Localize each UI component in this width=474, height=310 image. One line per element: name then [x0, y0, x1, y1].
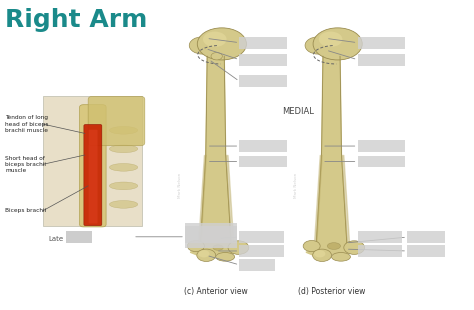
Circle shape [187, 241, 204, 252]
Circle shape [305, 37, 331, 54]
Ellipse shape [109, 201, 138, 208]
FancyBboxPatch shape [185, 223, 237, 243]
Polygon shape [306, 249, 362, 255]
Ellipse shape [109, 145, 138, 153]
Text: MEDIAL: MEDIAL [283, 107, 314, 116]
Circle shape [313, 28, 362, 60]
Circle shape [198, 250, 210, 258]
Circle shape [313, 249, 331, 261]
FancyBboxPatch shape [357, 245, 402, 257]
FancyBboxPatch shape [357, 140, 405, 152]
FancyBboxPatch shape [84, 124, 102, 226]
Text: Short head of
biceps brachii
muscle: Short head of biceps brachii muscle [5, 156, 46, 173]
FancyBboxPatch shape [239, 75, 287, 87]
Polygon shape [316, 56, 347, 249]
Text: Right Arm: Right Arm [5, 8, 148, 33]
FancyBboxPatch shape [357, 156, 405, 167]
FancyBboxPatch shape [239, 259, 275, 271]
Text: Late: Late [48, 236, 63, 242]
Circle shape [228, 241, 249, 255]
Ellipse shape [331, 253, 350, 261]
Ellipse shape [109, 163, 138, 171]
FancyBboxPatch shape [88, 96, 145, 146]
Circle shape [344, 241, 365, 255]
FancyBboxPatch shape [239, 245, 284, 257]
FancyBboxPatch shape [357, 37, 405, 49]
FancyBboxPatch shape [357, 231, 402, 243]
FancyBboxPatch shape [66, 231, 92, 243]
Polygon shape [190, 249, 246, 255]
FancyBboxPatch shape [357, 54, 405, 65]
Polygon shape [200, 56, 231, 249]
Circle shape [211, 52, 222, 60]
Text: Biceps brachii: Biceps brachii [5, 208, 46, 213]
Ellipse shape [109, 182, 138, 190]
Text: (c) Anterior view: (c) Anterior view [184, 287, 247, 296]
Ellipse shape [213, 245, 223, 250]
FancyBboxPatch shape [239, 54, 287, 65]
Circle shape [319, 32, 342, 47]
FancyBboxPatch shape [239, 231, 284, 243]
Text: Mark Nelson: Mark Nelson [178, 173, 182, 198]
Circle shape [197, 28, 246, 60]
Ellipse shape [109, 126, 138, 134]
FancyBboxPatch shape [239, 156, 287, 167]
FancyBboxPatch shape [43, 96, 143, 226]
FancyBboxPatch shape [80, 105, 106, 227]
Circle shape [303, 241, 320, 252]
Circle shape [314, 250, 325, 258]
Circle shape [189, 37, 216, 54]
FancyBboxPatch shape [185, 226, 237, 248]
Circle shape [197, 249, 216, 261]
FancyBboxPatch shape [407, 231, 445, 243]
Text: (d) Posterior view: (d) Posterior view [298, 287, 365, 296]
Ellipse shape [327, 243, 340, 250]
Ellipse shape [216, 253, 235, 261]
FancyBboxPatch shape [239, 37, 287, 49]
FancyBboxPatch shape [89, 130, 98, 224]
FancyBboxPatch shape [407, 245, 445, 257]
Text: Tendon of long
head of biceps
brachii muscle: Tendon of long head of biceps brachii mu… [5, 115, 49, 133]
Text: Mark Nelson: Mark Nelson [294, 173, 298, 198]
FancyBboxPatch shape [239, 140, 287, 152]
FancyBboxPatch shape [66, 231, 92, 243]
Circle shape [203, 32, 227, 47]
